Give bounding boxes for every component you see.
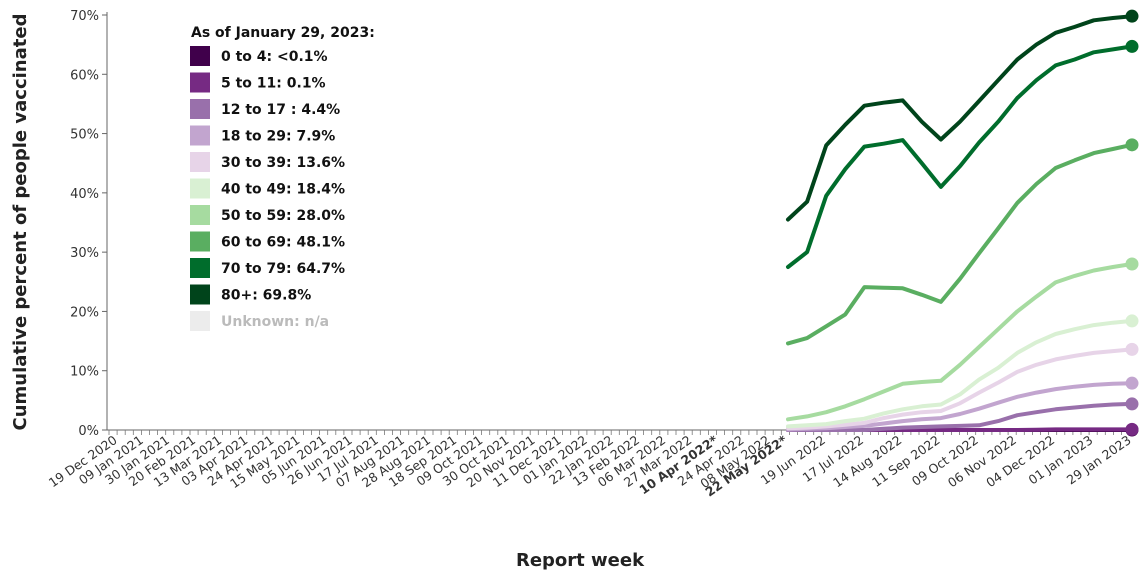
series-line xyxy=(786,381,1134,432)
legend-swatch xyxy=(190,46,210,66)
series-line xyxy=(786,318,1134,429)
legend-swatch xyxy=(190,284,210,305)
legend-swatch xyxy=(190,205,210,225)
y-tick-label: 0% xyxy=(78,424,99,439)
series-end-point xyxy=(1125,9,1139,23)
legend-item: 40 to 49: 18.4% xyxy=(190,178,345,199)
legend-label: 60 to 69: 48.1% xyxy=(221,235,345,251)
series-end-point xyxy=(1125,397,1139,411)
legend-swatch xyxy=(190,99,210,119)
y-tick-label: 20% xyxy=(70,305,99,320)
series-end-point xyxy=(1125,422,1139,436)
series-end-point xyxy=(1125,342,1139,356)
legend-item: 30 to 39: 13.6% xyxy=(190,152,345,172)
legend-swatch xyxy=(190,231,210,252)
legend-swatch xyxy=(190,152,210,172)
legend-item: 50 to 59: 28.0% xyxy=(190,205,345,225)
series-end-point xyxy=(1125,138,1139,152)
series-line xyxy=(786,401,1134,432)
y-tick-label: 30% xyxy=(70,246,99,261)
y-tick-label: 10% xyxy=(70,365,99,380)
legend-swatch xyxy=(190,311,210,331)
legend-item: 0 to 4: <0.1% xyxy=(190,46,328,66)
legend-title: As of January 29, 2023: xyxy=(191,25,375,41)
legend-swatch xyxy=(190,178,210,199)
y-axis-title: Cumulative percent of people vaccinated xyxy=(10,14,31,431)
legend-item: 60 to 69: 48.1% xyxy=(190,231,345,252)
x-axis-title: Report week xyxy=(516,550,645,571)
y-tick-label: 50% xyxy=(70,128,99,143)
series-end-point xyxy=(1125,376,1139,390)
series-line xyxy=(786,44,1134,269)
legend-item: 5 to 11: 0.1% xyxy=(190,72,326,93)
legend-label: 12 to 17 : 4.4% xyxy=(221,102,340,118)
y-tick-label: 40% xyxy=(70,187,99,202)
legend-item: 12 to 17 : 4.4% xyxy=(190,99,340,119)
legend-label: 5 to 11: 0.1% xyxy=(221,76,326,92)
y-tick-label: 70% xyxy=(70,9,99,24)
legend: As of January 29, 2023: 0 to 4: <0.1% 5 to… xyxy=(190,25,375,331)
series-line xyxy=(786,347,1134,431)
legend-item: Unknown: n/a xyxy=(190,311,329,331)
series-layer xyxy=(786,9,1139,437)
legend-swatch xyxy=(190,258,210,278)
series-end-point xyxy=(1125,314,1139,328)
y-axis: 0% 10% 20% 30% 40% 50% 60% 70% xyxy=(70,9,108,439)
legend-swatch xyxy=(190,72,210,93)
series-line xyxy=(786,14,1134,222)
legend-label: 40 to 49: 18.4% xyxy=(221,182,345,198)
legend-label: 50 to 59: 28.0% xyxy=(221,208,345,224)
legend-label: 30 to 39: 13.6% xyxy=(221,155,345,171)
legend-label: 80+: 69.8% xyxy=(221,288,311,304)
series-end-point xyxy=(1125,257,1139,271)
legend-label: 0 to 4: <0.1% xyxy=(221,49,328,65)
series-line xyxy=(786,142,1134,346)
legend-label: 70 to 79: 64.7% xyxy=(221,261,345,277)
series-end-point xyxy=(1125,39,1139,53)
legend-item: 80+: 69.8% xyxy=(190,284,311,305)
series-line xyxy=(786,262,1134,422)
legend-item: 70 to 79: 64.7% xyxy=(190,258,345,278)
legend-swatch xyxy=(190,125,210,146)
legend-label: 18 to 29: 7.9% xyxy=(221,129,335,145)
y-tick-label: 60% xyxy=(70,68,99,83)
legend-item: 18 to 29: 7.9% xyxy=(190,125,335,146)
legend-label: Unknown: n/a xyxy=(221,314,329,330)
